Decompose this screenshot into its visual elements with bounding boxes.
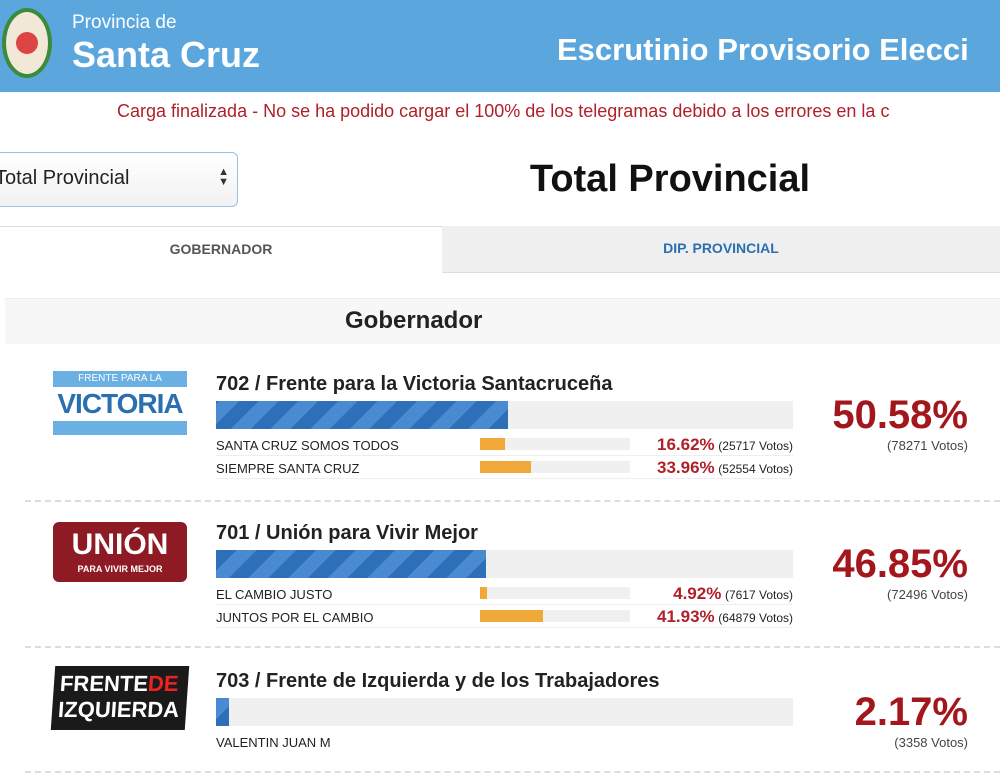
party-pct: 2.17%	[854, 690, 968, 734]
party-name: 702 / Frente para la Victoria Santacruce…	[216, 373, 613, 395]
section-title: Gobernador	[5, 298, 1000, 344]
region-select[interactable]: Total Provincial ▲ ▼	[0, 152, 238, 207]
list-name: VALENTIN JUAN M	[216, 735, 331, 750]
party-votes: (3358 Votos)	[894, 735, 968, 750]
list-votes: (7617 Votos)	[724, 588, 793, 602]
load-warning: Carga finalizada - No se ha podido carga…	[117, 101, 890, 121]
party-name: 701 / Unión para Vivir Mejor	[216, 522, 478, 544]
list-name: SANTA CRUZ SOMOS TODOS	[216, 438, 399, 453]
list-votes: (52554 Votos)	[718, 462, 793, 476]
list-votes: (64879 Votos)	[718, 611, 793, 625]
region-select-value: Total Provincial	[0, 167, 130, 189]
list-row: VALENTIN JUAN M	[216, 732, 793, 752]
divider	[25, 771, 1000, 773]
list-row: JUNTOS POR EL CAMBIO 41.93% (64879 Votos)	[216, 607, 793, 628]
header: Provincia de Santa Cruz Escrutinio Provi…	[0, 0, 1000, 92]
province-label: Provincia de	[72, 12, 177, 33]
tabs: GOBERNADOR DIP. PROVINCIAL	[0, 226, 1000, 273]
party-votes: (72496 Votos)	[887, 587, 968, 602]
divider	[25, 500, 1000, 502]
list-pct: 33.96%	[656, 458, 715, 477]
party-votes: (78271 Votos)	[887, 438, 968, 453]
province-name: Santa Cruz	[72, 34, 261, 75]
fit-logo: FRENTEDE IZQUIERDA	[50, 666, 190, 730]
list-row: SANTA CRUZ SOMOS TODOS 16.62% (25717 Voto…	[216, 435, 793, 456]
site-title: Escrutinio Provisorio Elecci	[557, 32, 969, 67]
divider	[25, 646, 1000, 648]
tab-dip-provincial[interactable]: DIP. PROVINCIAL	[442, 226, 1000, 272]
list-name: JUNTOS POR EL CAMBIO	[216, 610, 374, 625]
tab-gobernador[interactable]: GOBERNADOR	[0, 226, 442, 273]
list-name: SIEMPRE SANTA CRUZ	[216, 461, 360, 476]
party-progress-bar	[216, 550, 793, 578]
union-logo: UNIÓN PARA VIVIR MEJOR	[53, 522, 187, 582]
fpv-logo: FRENTE PARA LA VICTORIA	[53, 371, 187, 437]
select-arrows-icon: ▲ ▼	[218, 166, 229, 188]
list-pct: 4.92%	[673, 584, 722, 603]
party-name: 703 / Frente de Izquierda y de los Traba…	[216, 670, 660, 692]
party-pct: 50.58%	[832, 393, 968, 437]
party-progress-bar	[216, 698, 793, 726]
list-pct: 41.93%	[656, 607, 715, 626]
page-title: Total Provincial	[529, 158, 811, 200]
list-name: EL CAMBIO JUSTO	[216, 587, 333, 602]
party-pct: 46.85%	[832, 542, 968, 586]
party-progress-bar	[216, 401, 793, 429]
list-pct: 16.62%	[656, 435, 715, 454]
list-row: EL CAMBIO JUSTO 4.92% (7617 Votos)	[216, 584, 793, 605]
list-votes: (25717 Votos)	[718, 439, 793, 453]
list-row: SIEMPRE SANTA CRUZ 33.96% (52554 Votos)	[216, 458, 793, 479]
province-seal-icon	[2, 8, 52, 78]
